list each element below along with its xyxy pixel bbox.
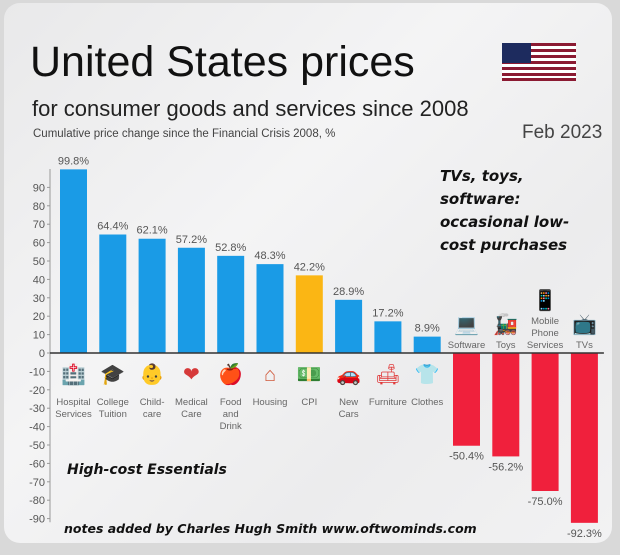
category-label: Tuition [99, 409, 127, 420]
category-label: CPI [301, 397, 317, 408]
shirt-icon: 👕 [415, 364, 440, 386]
bar-food-and-drink [217, 255, 245, 353]
category-label: College [97, 397, 129, 408]
value-label: -75.0% [528, 496, 563, 508]
category-label: Services [527, 340, 564, 351]
bar-child--care [138, 238, 166, 353]
tv-toys-software-note: TVs, toys, software: occasional low- cos… [440, 165, 569, 257]
value-label: -56.2% [488, 461, 523, 473]
house-icon: ⌂ [264, 364, 276, 386]
category-label: care [143, 409, 161, 420]
value-label: 52.8% [215, 242, 246, 254]
y-tick-label: -30 [29, 403, 45, 415]
value-label: 62.1% [136, 225, 167, 237]
category-label: Drink [220, 421, 242, 432]
category-label: Furniture [369, 397, 407, 408]
value-label: 8.9% [415, 323, 440, 335]
stroller-icon: 👶 [140, 362, 165, 386]
y-tick-label: -50 [29, 440, 45, 452]
value-label: -50.4% [449, 451, 484, 463]
category-label: Housing [253, 397, 288, 408]
value-label: 48.3% [254, 250, 285, 262]
graduation-cap-icon: 🎓 [100, 364, 125, 386]
bar-cpi [295, 275, 323, 353]
tv-icon: 📺 [572, 314, 597, 336]
value-label: 57.2% [176, 234, 207, 246]
hospital-icon: 🏥 [61, 362, 86, 386]
category-label: Mobile [531, 316, 559, 327]
date-label: Feb 2023 [522, 122, 603, 143]
category-label: Software [448, 340, 486, 351]
y-tick-label: 90 [33, 182, 45, 194]
note-line: software: [440, 190, 521, 208]
car-icon: 🚗 [336, 364, 361, 386]
mobile-phone-icon: 📱 [533, 288, 558, 312]
heart-icon: ❤ [183, 364, 200, 386]
page-subtitle: for consumer goods and services since 20… [32, 96, 469, 121]
value-label: -92.3% [567, 528, 602, 540]
y-tick-label: -70 [29, 477, 45, 489]
y-tick-label: 10 [33, 330, 45, 342]
y-tick-label: 0 [39, 348, 45, 360]
y-tick-label: -90 [29, 514, 45, 526]
category-label: TVs [576, 340, 593, 351]
bar-furniture [374, 321, 402, 353]
value-label: 17.2% [372, 307, 403, 319]
y-tick-label: 80 [33, 201, 45, 213]
y-tick-label: -60 [29, 458, 45, 470]
page-title: United States prices [30, 38, 415, 86]
bar-medical-care [177, 247, 205, 353]
category-label: and [223, 409, 239, 420]
credit-note: notes added by Charles Hugh Smith www.of… [64, 521, 477, 536]
y-tick-label: 50 [33, 256, 45, 268]
y-tick-label: -80 [29, 495, 45, 507]
bar-housing [256, 264, 284, 353]
category-label: Cars [339, 409, 359, 420]
category-label: Care [181, 409, 202, 420]
y-tick-label: -20 [29, 385, 45, 397]
value-label: 28.9% [333, 286, 364, 298]
bar-toys [492, 353, 520, 457]
high-cost-essentials-note: High-cost Essentials [67, 462, 227, 478]
note-line: TVs, toys, [440, 167, 524, 185]
category-label: Toys [496, 340, 516, 351]
category-label: Clothes [411, 397, 443, 408]
y-tick-label: 60 [33, 238, 45, 250]
food-icon: 🍎 [218, 362, 243, 386]
toy-train-icon: 🚂 [493, 312, 518, 336]
bar-tvs [570, 353, 598, 523]
y-tick-label: 20 [33, 311, 45, 323]
y-tick-label: 30 [33, 293, 45, 305]
category-label: Hospital [56, 397, 90, 408]
bar-new-cars [335, 299, 363, 353]
bar-hospital-services [60, 169, 87, 353]
value-label: 99.8% [58, 155, 89, 167]
us-flag-icon [502, 43, 576, 81]
y-tick-label: -10 [29, 366, 45, 378]
bar-college-tuition [99, 234, 127, 353]
note-line: occasional low- [440, 213, 570, 231]
armchair-icon: 🛋 [375, 364, 400, 386]
category-label: Services [55, 409, 92, 420]
y-tick-label: 70 [33, 219, 45, 231]
y-tick-label: 40 [33, 274, 45, 286]
note-line: cost purchases [440, 236, 568, 254]
category-label: Medical [175, 397, 208, 408]
category-label: Food [220, 397, 242, 408]
value-label: 64.4% [97, 221, 128, 233]
category-label: New [339, 397, 358, 408]
category-label: Phone [531, 328, 558, 339]
laptop-icon: 💻 [454, 314, 479, 336]
bar-clothes [413, 336, 441, 353]
bar-software [453, 353, 480, 446]
chart-caption: Cumulative price change since the Financ… [33, 128, 336, 140]
y-tick-label: -40 [29, 422, 45, 434]
money-icon: 💵 [297, 364, 322, 386]
category-label: Child- [140, 397, 165, 408]
value-label: 42.2% [294, 261, 325, 273]
bar-mobile-phone-services [531, 353, 559, 491]
